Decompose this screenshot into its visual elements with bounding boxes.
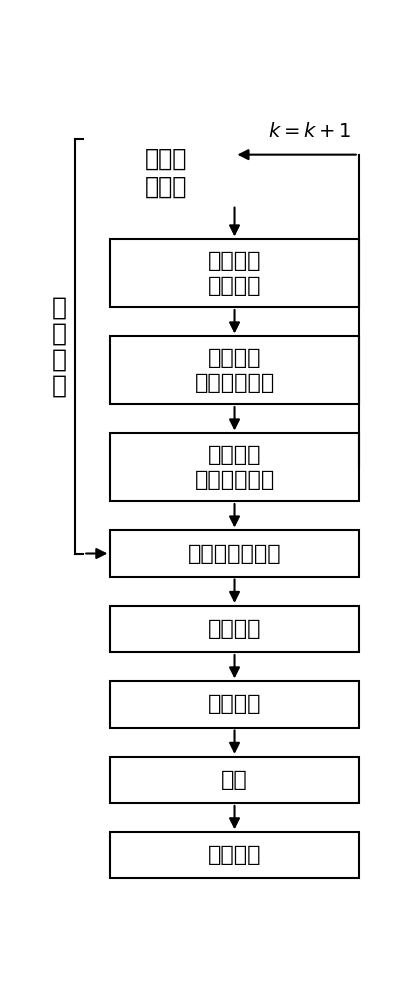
Text: 计算振动
信号采样点数: 计算振动 信号采样点数 — [194, 348, 275, 393]
Text: 鉴相: 鉴相 — [221, 770, 248, 790]
Bar — [110, 681, 359, 728]
Text: 产生两路
正交参考信号: 产生两路 正交参考信号 — [194, 445, 275, 490]
Text: 积分清零: 积分清零 — [208, 694, 261, 714]
Bar — [110, 757, 359, 803]
Text: $k = k+1$: $k = k+1$ — [268, 122, 351, 141]
Bar — [110, 530, 359, 577]
Text: 转速脉
冲信号: 转速脉 冲信号 — [145, 146, 187, 198]
Text: 计算转速
脉冲周期: 计算转速 脉冲周期 — [208, 251, 261, 296]
Bar — [110, 433, 359, 501]
Text: 混频和数据拼接: 混频和数据拼接 — [188, 544, 282, 564]
Bar — [110, 336, 359, 404]
Bar — [110, 239, 359, 307]
Text: 平滑滤波: 平滑滤波 — [208, 845, 261, 865]
Text: 振
动
信
号: 振 动 信 号 — [52, 296, 67, 397]
Bar — [110, 606, 359, 652]
Bar — [110, 832, 359, 878]
Text: 低通滤波: 低通滤波 — [208, 619, 261, 639]
